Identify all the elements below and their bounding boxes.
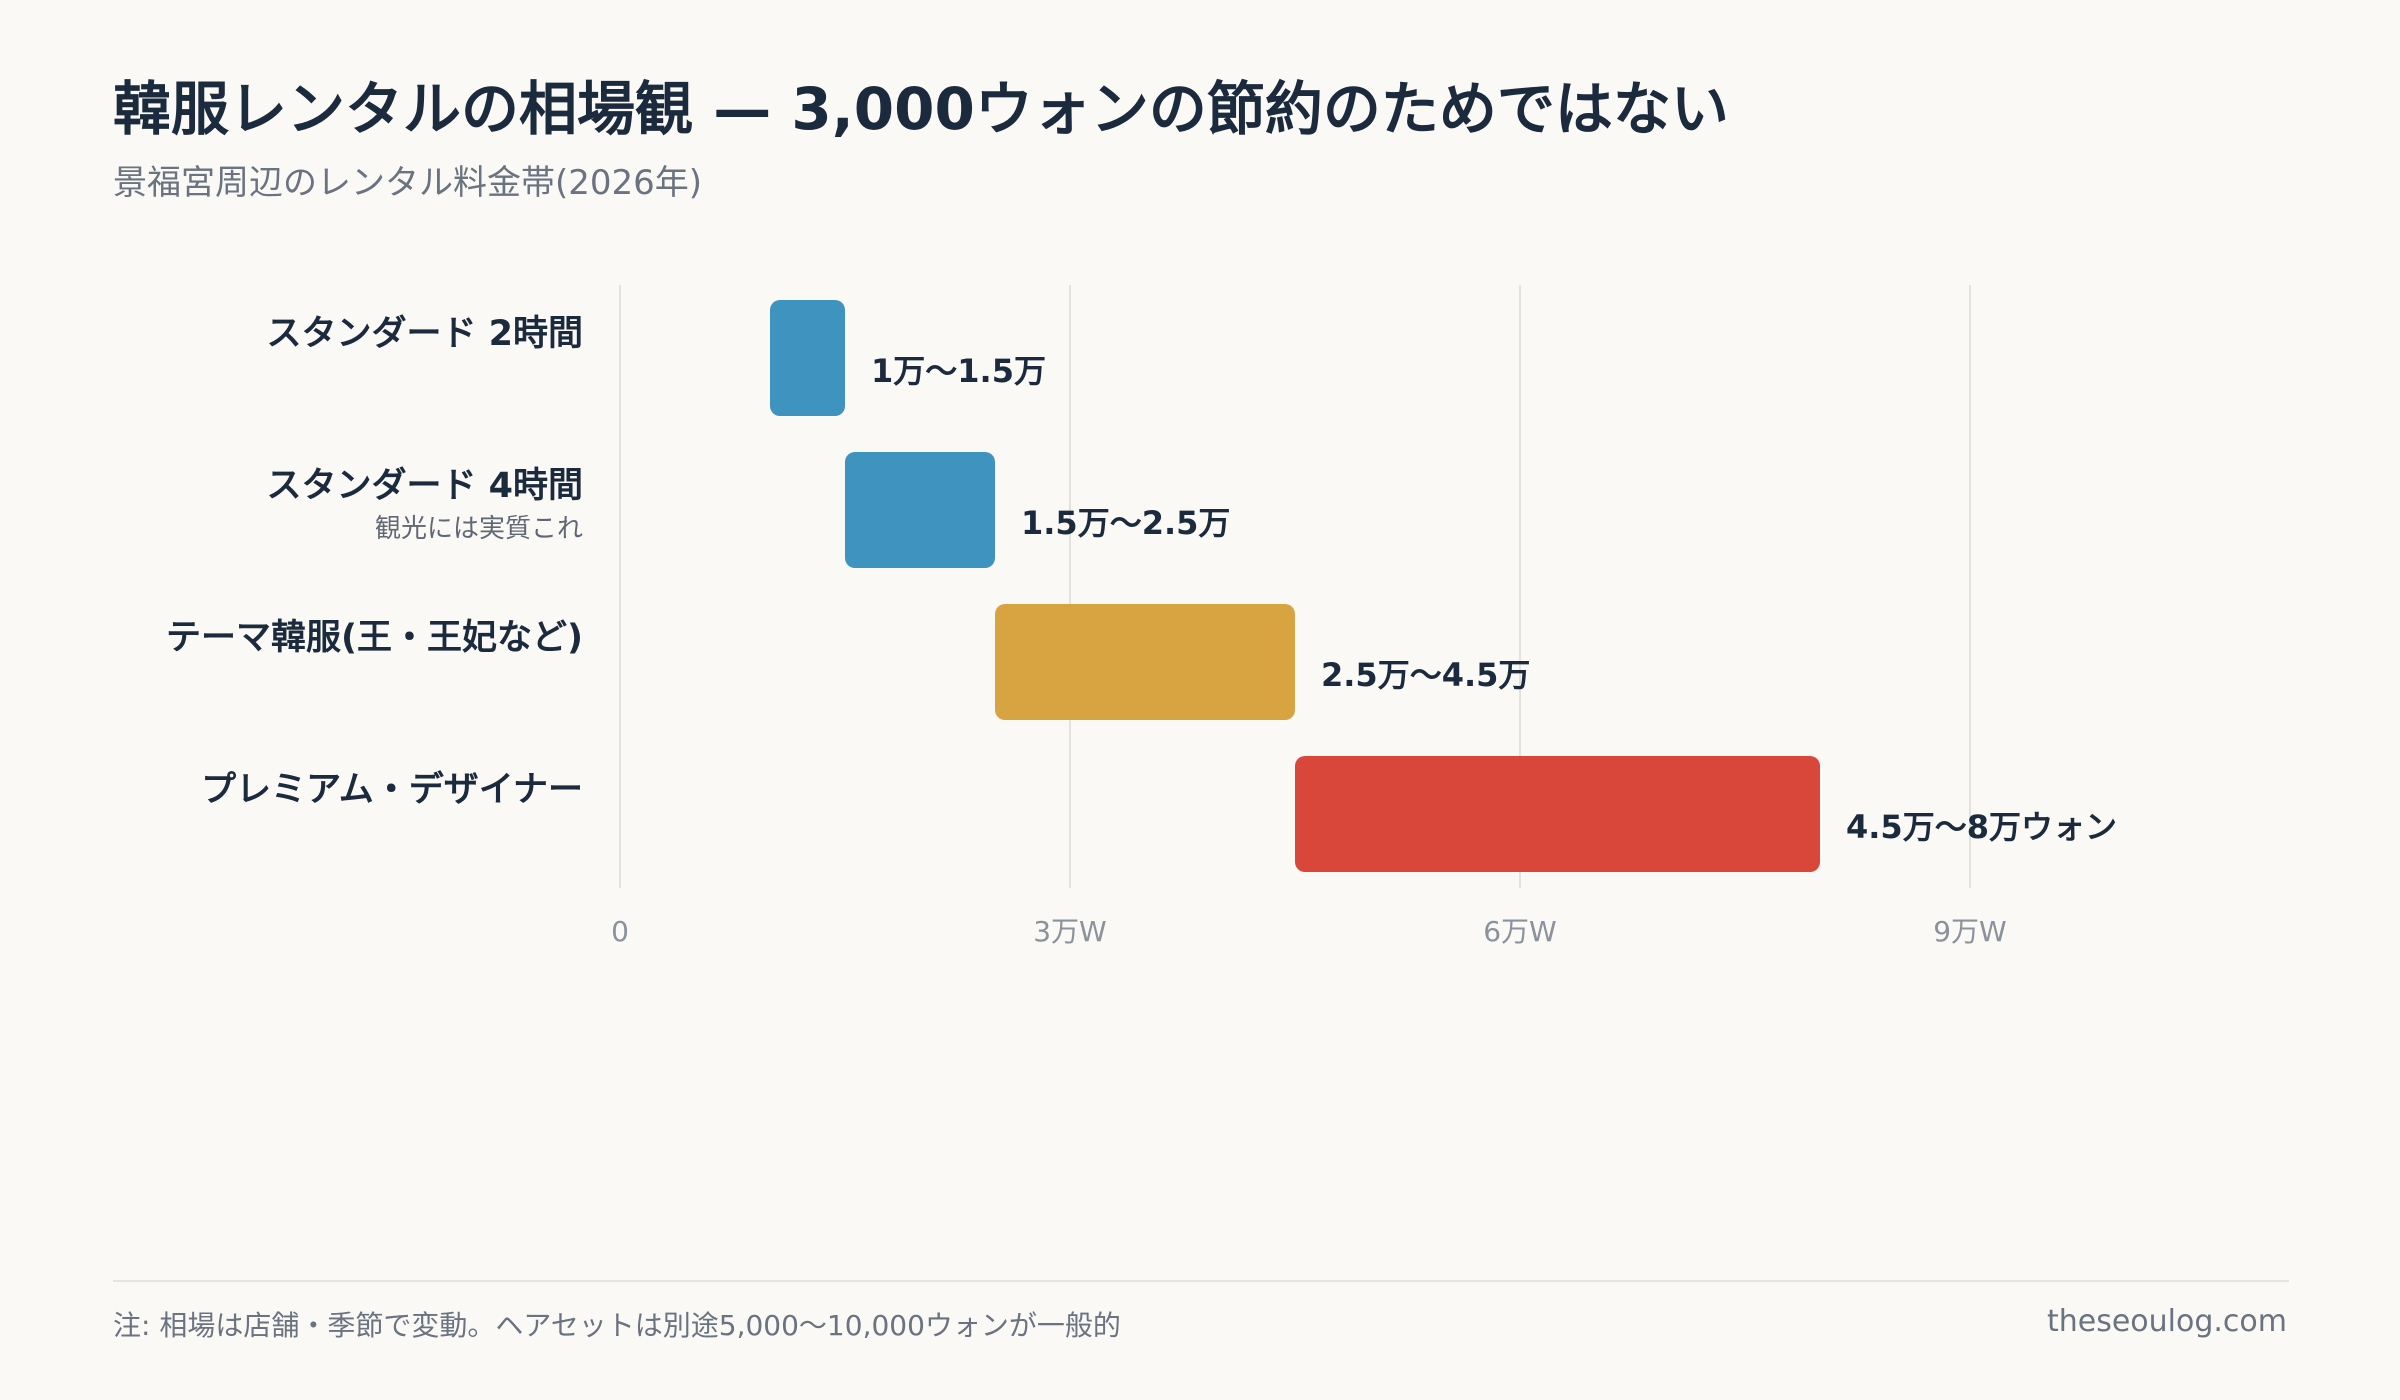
range-bar-0 — [770, 300, 845, 416]
bar-value-label: 2.5万〜4.5万 — [1321, 656, 1530, 694]
bar-value-label: 1.5万〜2.5万 — [1021, 504, 1230, 542]
category-label: テーマ韓服(王・王妃など) — [166, 618, 583, 658]
bar-value-label: 1万〜1.5万 — [871, 352, 1046, 390]
category-note: 観光には実質これ — [375, 514, 583, 544]
page-subtitle: 景福宮周辺のレンタル料金帯(2026年) — [113, 163, 703, 203]
category-label: プレミアム・デザイナー — [201, 769, 583, 810]
source-link[interactable]: theseoulog.com — [2046, 1304, 2287, 1339]
x-tick-label: 9万W — [1933, 915, 2007, 948]
x-tick-label: 6万W — [1483, 915, 1557, 948]
category-label: スタンダード 2時間 — [266, 314, 583, 354]
range-bar-3 — [1295, 756, 1820, 872]
category-label: スタンダード 4時間 — [266, 466, 583, 506]
x-tick-label: 3万W — [1033, 915, 1107, 948]
range-bar-chart: 0 3万W 6万W 9万W 1万〜1.5万 スタンダード 2時間 1.5万〜2.5万 スタンダ… — [166, 285, 2117, 948]
bar-value-label: 4.5万〜8万ウォン — [1846, 808, 2117, 846]
range-bar-2 — [995, 604, 1295, 720]
x-tick-label: 0 — [611, 915, 629, 948]
footer-divider — [113, 1280, 2289, 1282]
page-title: 韓服レンタルの相場観 — 3,000ウォンの節約のためではない — [113, 75, 1729, 143]
footnote: 注: 相場は店舗・季節で変動。ヘアセットは別途5,000〜10,000ウォンが一… — [113, 1309, 1121, 1342]
range-bar-1 — [845, 452, 995, 568]
